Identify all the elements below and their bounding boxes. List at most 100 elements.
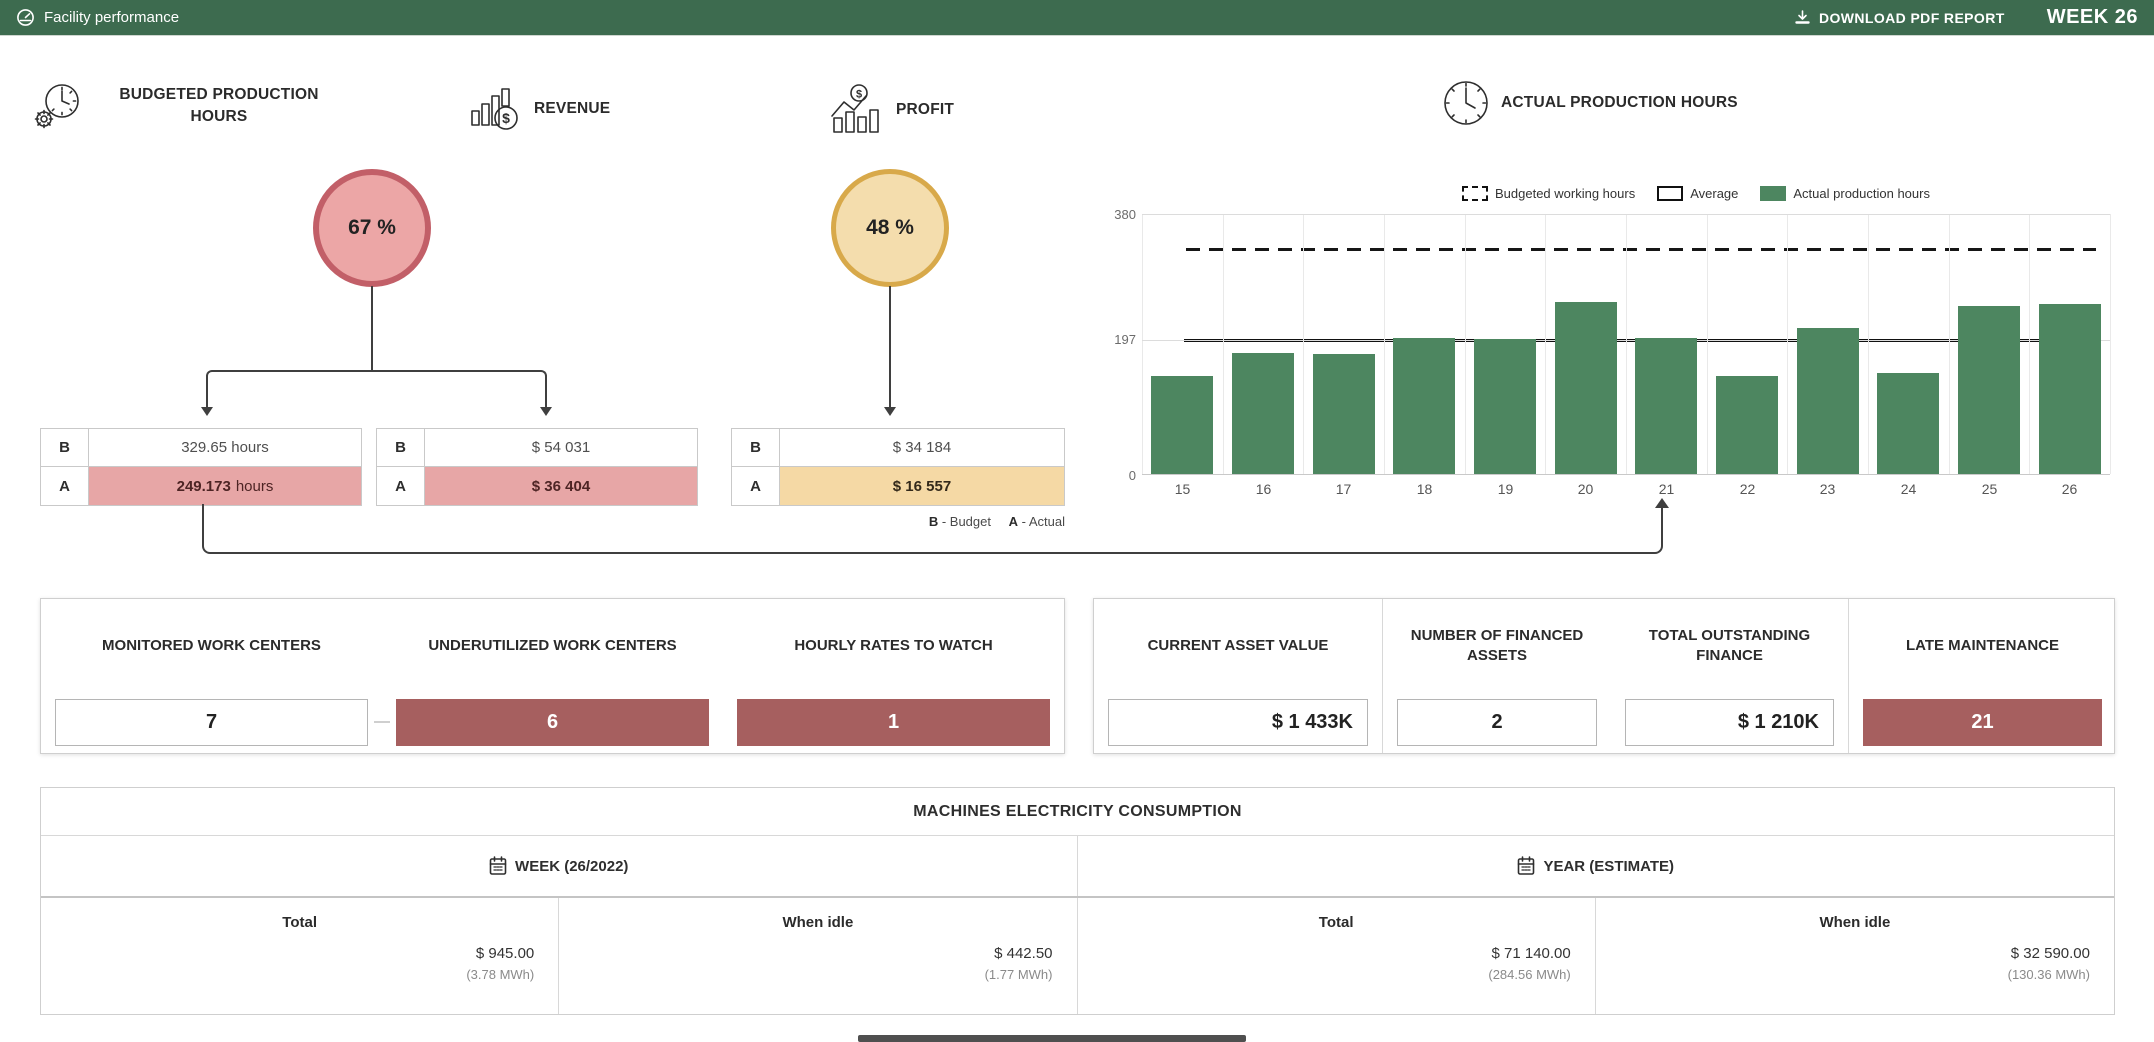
section-title: PROFIT <box>896 101 955 118</box>
connector-stem <box>371 286 373 370</box>
kpi-value-box: 7 <box>55 699 368 746</box>
revenue-header: $ REVENUE <box>468 84 610 134</box>
dashed-line-swatch <box>1462 185 1488 201</box>
vertical-gridline <box>1142 214 1143 474</box>
kpi-label: HOURLY RATES TO WATCH <box>794 636 993 654</box>
week-header-cell: WEEK (26/2022) <box>41 836 1078 896</box>
kpi-label: UNDERUTILIZED WORK CENTERS <box>428 636 677 654</box>
svg-text:$: $ <box>502 110 510 126</box>
vertical-gridline <box>1626 214 1627 474</box>
row-label-actual: A <box>732 467 780 505</box>
vertical-gridline <box>1868 214 1869 474</box>
kpi-value-box: 1 <box>737 699 1050 746</box>
kpi-monitored-work-centers: MONITORED WORK CENTERS 7 <box>41 599 382 753</box>
budget-hours-value: 329.65 hours <box>89 429 361 467</box>
year-idle-cell: When idle $ 32 590.00 (130.36 MWh) <box>1596 898 2114 1014</box>
ba-legend: B - Budget A - Actual <box>820 514 1065 529</box>
connector-bracket <box>206 370 547 408</box>
bar-week-24 <box>1877 373 1939 474</box>
actual-hours-unit: hours <box>235 477 274 495</box>
legend-a-desc: - Actual <box>1021 514 1065 529</box>
xtick-label: 16 <box>1255 481 1272 497</box>
legend-item-actual: Actual production hours <box>1760 185 1930 201</box>
ytick-0: 0 <box>1128 468 1136 483</box>
kpi-label: LATE MAINTENANCE <box>1905 636 2060 654</box>
kpi-value-box: 6 <box>396 699 709 746</box>
row-label-actual: A <box>377 467 425 505</box>
topbar: Facility performance DOWNLOAD PDF REPORT… <box>0 0 2154 36</box>
year-header-cell: YEAR (ESTIMATE) <box>1078 836 2115 896</box>
electricity-title: MACHINES ELECTRICITY CONSUMPTION <box>41 788 2114 836</box>
xtick-label: 18 <box>1416 481 1433 497</box>
work-centers-panel: MONITORED WORK CENTERS 7 UNDERUTILIZED W… <box>40 598 1065 754</box>
bar-week-16 <box>1232 353 1294 474</box>
xtick-label: 15 <box>1174 481 1191 497</box>
cell-header: When idle <box>1819 914 1891 931</box>
revenue-chart-dollar-icon: $ <box>468 84 524 134</box>
chart-legend: Budgeted working hours Average Actual pr… <box>1278 181 2114 205</box>
cell-value: $ 32 590.00 <box>2010 945 2090 962</box>
download-label: DOWNLOAD PDF REPORT <box>1818 9 2005 26</box>
xtick-label: 26 <box>2061 481 2078 497</box>
arrow-down-icon <box>884 407 896 416</box>
cell-value: $ 945.00 <box>475 945 535 962</box>
bar-week-25 <box>1958 306 2020 474</box>
vertical-gridline <box>1465 214 1466 474</box>
cell-mwh: (3.78 MWh) <box>466 967 535 982</box>
profit-chart-dollar-icon: $ <box>828 84 886 136</box>
kpi-value-box: 2 <box>1397 699 1597 746</box>
dashboard: BUDGETED PRODUCTION HOURS $ REVENUE <box>0 36 2154 1042</box>
horizontal-gridline <box>1142 214 2110 215</box>
chart-xlabels: 15 16 17 18 19 20 21 22 23 24 25 26 <box>1142 481 2110 501</box>
row-label-budget: B <box>377 429 425 467</box>
legend-item-budgeted: Budgeted working hours <box>1462 185 1635 201</box>
week-badge: WEEK 26 <box>2046 6 2138 28</box>
arrow-up-icon <box>1655 498 1669 508</box>
download-pdf-button[interactable]: DOWNLOAD PDF REPORT <box>1794 9 2005 26</box>
vertical-gridline <box>1707 214 1708 474</box>
actual-profit-value: $ 16 557 <box>780 467 1064 505</box>
cell-mwh: (130.36 MWh) <box>2007 967 2090 982</box>
bar-week-23 <box>1797 328 1859 474</box>
budgeted-working-hours-line <box>1186 248 2096 251</box>
kpi-value-box: 21 <box>1863 699 2102 746</box>
legend-a: A <box>1008 514 1019 529</box>
kpi-current-asset-value: CURRENT ASSET VALUE $ 1 433K <box>1094 599 1383 753</box>
vertical-gridline <box>1787 214 1788 474</box>
arrow-down-icon <box>201 407 213 416</box>
bar-week-22 <box>1716 376 1778 474</box>
kpi-connector-line <box>374 721 390 723</box>
kpi-late-maintenance: LATE MAINTENANCE 21 <box>1849 599 2116 753</box>
actual-production-hours-chart: Budgeted working hours Average Actual pr… <box>1098 125 2120 510</box>
section-title: ACTUAL PRODUCTION HOURS <box>1501 94 1738 111</box>
arrow-down-icon <box>540 407 552 416</box>
xtick-label: 25 <box>1981 481 1998 497</box>
kpi-hourly-rates-to-watch: HOURLY RATES TO WATCH 1 <box>723 599 1064 753</box>
clock-gear-icon <box>30 78 84 134</box>
next-section-cutoff <box>858 1035 1246 1042</box>
year-total-cell: Total $ 71 140.00 (284.56 MWh) <box>1078 898 1596 1014</box>
profit-gauge: 48 % <box>831 169 949 287</box>
download-icon <box>1794 9 1811 26</box>
cell-mwh: (284.56 MWh) <box>1488 967 1571 982</box>
vertical-gridline <box>1303 214 1304 474</box>
electricity-consumption-table: MACHINES ELECTRICITY CONSUMPTION WEEK (2… <box>40 787 2115 1015</box>
week-header-label: WEEK (26/2022) <box>515 857 629 875</box>
week-idle-cell: When idle $ 442.50 (1.77 MWh) <box>559 898 1078 1014</box>
year-header-label: YEAR (ESTIMATE) <box>1543 857 1675 875</box>
budgeted-hours-table: B 329.65 hours A 249.173 hours <box>40 428 362 506</box>
actual-revenue-value: $ 36 404 <box>425 467 697 505</box>
kpi-value-box: $ 1 433K <box>1108 699 1368 746</box>
cell-mwh: (1.77 MWh) <box>984 967 1053 982</box>
app-title: Facility performance <box>44 9 180 26</box>
section-title: REVENUE <box>534 100 611 117</box>
bar-week-18 <box>1393 338 1455 474</box>
solid-line-swatch <box>1657 185 1684 201</box>
week-total-cell: Total $ 945.00 (3.78 MWh) <box>41 898 560 1014</box>
budgeted-hours-header: BUDGETED PRODUCTION HOURS <box>30 78 344 134</box>
kpi-underutilized-work-centers: UNDERUTILIZED WORK CENTERS 6 <box>382 599 723 753</box>
vertical-gridline <box>1223 214 1224 474</box>
cell-header: Total <box>282 914 317 931</box>
cell-value: $ 442.50 <box>994 945 1053 962</box>
profit-table: B $ 34 184 A $ 16 557 <box>731 428 1065 506</box>
